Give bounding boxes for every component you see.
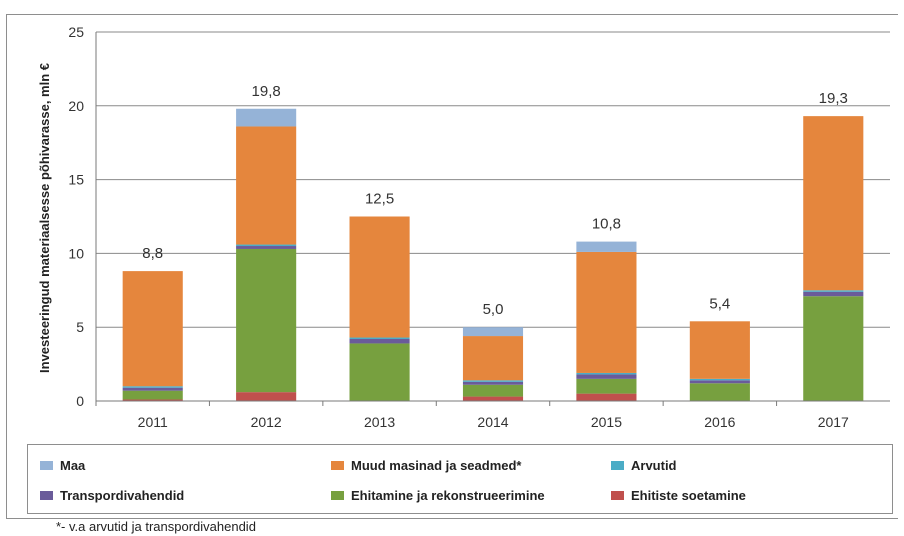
bar-segment	[122, 399, 183, 401]
legend-item-arvutid: Arvutid	[611, 458, 677, 473]
bar-segment	[689, 380, 750, 384]
bar-segment	[236, 392, 297, 401]
legend-swatch	[40, 461, 53, 470]
chart-frame	[6, 14, 898, 519]
bar-segment	[122, 386, 183, 388]
bars: 8,8 19,8 12,5 5,0 10,8 5,4 19,3	[122, 83, 864, 401]
bar-segment	[462, 381, 524, 385]
legend-swatch	[331, 491, 344, 500]
y-tick-label: 25	[68, 24, 84, 40]
bar-segment	[236, 248, 297, 393]
stacked-bar-chart: 8,8 19,8 12,5 5,0 10,8 5,4 19,3 0 5 10 15 20 25 2011…	[37, 24, 890, 430]
legend-label: Ehitamine ja rekonstrueerimine	[351, 488, 545, 503]
y-tick-label: 5	[76, 319, 84, 335]
x-tick-label: 2011	[138, 414, 168, 430]
bar-segment	[689, 378, 750, 381]
x-tick-label: 2017	[818, 414, 849, 430]
legend-label: Transpordivahendid	[60, 488, 185, 503]
bar-segment	[122, 390, 183, 400]
legend-swatch	[611, 461, 624, 470]
bar-segment	[576, 241, 637, 252]
x-tick-label: 2012	[251, 414, 282, 430]
bar-segment	[122, 271, 183, 387]
bar-segment	[803, 291, 864, 297]
bar-segment	[803, 296, 864, 401]
legend-swatch	[331, 461, 344, 470]
legend-item-ehitamine: Ehitamine ja rekonstrueerimine	[331, 488, 545, 503]
bar-segment	[576, 393, 637, 401]
bar-segment	[349, 343, 410, 401]
x-tick-label: 2016	[704, 414, 735, 430]
bar-segment	[462, 336, 524, 381]
bar-segment	[236, 246, 297, 249]
y-tick-label: 10	[68, 245, 84, 261]
legend-swatch	[611, 491, 624, 500]
bar-segment	[689, 321, 750, 379]
bar-segment	[576, 251, 637, 373]
x-tick-label: 2015	[591, 414, 622, 430]
legend: Maa Muud masinad ja seadmed* Arvutid Tra…	[27, 444, 893, 514]
y-tick-label: 0	[76, 393, 84, 409]
bar-segment	[576, 374, 637, 379]
bar-segment	[462, 327, 524, 337]
bar-segment	[689, 383, 750, 401]
total-label: 8,8	[142, 245, 163, 262]
y-tick-label: 20	[68, 98, 84, 114]
legend-label: Ehitiste soetamine	[631, 488, 746, 503]
bar-segment	[462, 380, 524, 382]
legend-item-muud-masinad: Muud masinad ja seadmed*	[331, 458, 522, 473]
bar-segment	[122, 387, 183, 391]
legend-item-maa: Maa	[40, 458, 85, 473]
legend-item-ehitiste-soetamine: Ehitiste soetamine	[611, 488, 746, 503]
total-label: 10,8	[592, 216, 621, 233]
bar-segment	[236, 244, 297, 247]
legend-label: Arvutid	[631, 458, 677, 473]
bar-segment	[349, 337, 410, 340]
total-label: 12,5	[365, 191, 394, 208]
bar-segment	[236, 126, 297, 245]
legend-item-transpordivahendid: Transpordivahendid	[40, 488, 184, 503]
y-axis-label: Investeeringud materiaalsesse põhivarass…	[37, 63, 52, 373]
legend-label: Maa	[60, 458, 86, 473]
bar-segment	[576, 378, 637, 394]
total-label: 19,8	[252, 83, 281, 100]
footnote: *- v.a arvutid ja transpordivahendid	[56, 519, 256, 534]
total-label: 5,4	[709, 295, 730, 312]
x-tick-label: 2014	[477, 414, 508, 430]
bar-segment	[349, 339, 410, 344]
bar-segment	[803, 116, 864, 291]
total-label: 19,3	[819, 90, 848, 107]
gridlines	[96, 31, 890, 328]
bar-segment	[349, 216, 410, 338]
total-label: 5,0	[483, 301, 504, 318]
bar-segment	[576, 372, 637, 375]
bar-segment	[803, 290, 864, 292]
bar-segment	[236, 108, 297, 127]
axes: 0 5 10 15 20 25 2011 2012 2013 2014 2015 2016 2017	[68, 24, 890, 430]
y-tick-label: 15	[68, 172, 84, 188]
x-tick-label: 2013	[364, 414, 395, 430]
legend-label: Muud masinad ja seadmed*	[351, 458, 522, 473]
bar-segment	[462, 384, 524, 397]
bar-segment	[462, 396, 524, 401]
legend-swatch	[40, 491, 53, 500]
